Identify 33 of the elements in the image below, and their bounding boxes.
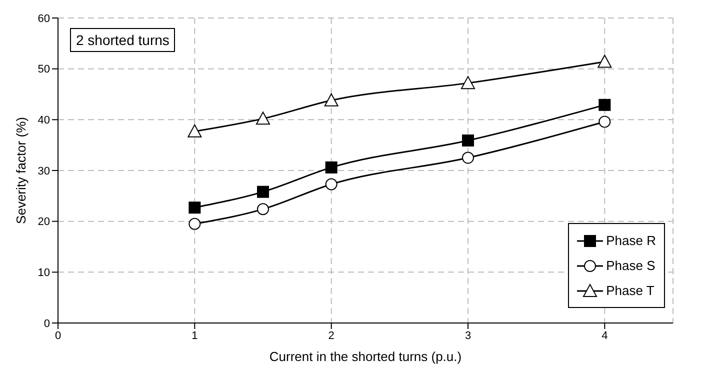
legend-label: Phase R <box>606 233 656 248</box>
y-tick-label: 60 <box>38 12 50 25</box>
x-tick-label: 4 <box>602 330 608 342</box>
point <box>598 98 611 111</box>
x-tick-label: 3 <box>464 330 472 342</box>
y-tick-label: 20 <box>38 216 50 228</box>
x-axis-title: Current in the shorted turns (p.u.) <box>269 349 462 364</box>
point <box>325 178 338 190</box>
y-tick-label: 40 <box>38 114 50 127</box>
point <box>257 203 269 216</box>
point <box>188 124 202 138</box>
point <box>256 112 270 125</box>
point <box>462 152 474 164</box>
point <box>461 76 475 90</box>
point <box>257 186 269 198</box>
point <box>325 161 338 174</box>
point <box>598 116 611 128</box>
point <box>462 134 474 147</box>
y-tick-label: 0 <box>44 318 50 330</box>
y-tick-label: 30 <box>38 165 50 178</box>
legend-label: Phase S <box>606 258 656 273</box>
y-tick-label: 50 <box>38 64 50 76</box>
point <box>324 93 338 106</box>
x-tick-label: 1 <box>192 330 198 342</box>
annotation: 2 shorted turns <box>70 28 176 52</box>
y-tick-label: 10 <box>38 267 50 280</box>
legend-label: Phase T <box>606 283 654 298</box>
y-axis-title: Severity factor (%) <box>14 117 29 224</box>
x-tick-label: 0 <box>54 330 62 342</box>
point <box>188 218 201 230</box>
x-tick-label: 2 <box>328 330 334 342</box>
point <box>188 202 201 214</box>
point <box>598 54 612 68</box>
